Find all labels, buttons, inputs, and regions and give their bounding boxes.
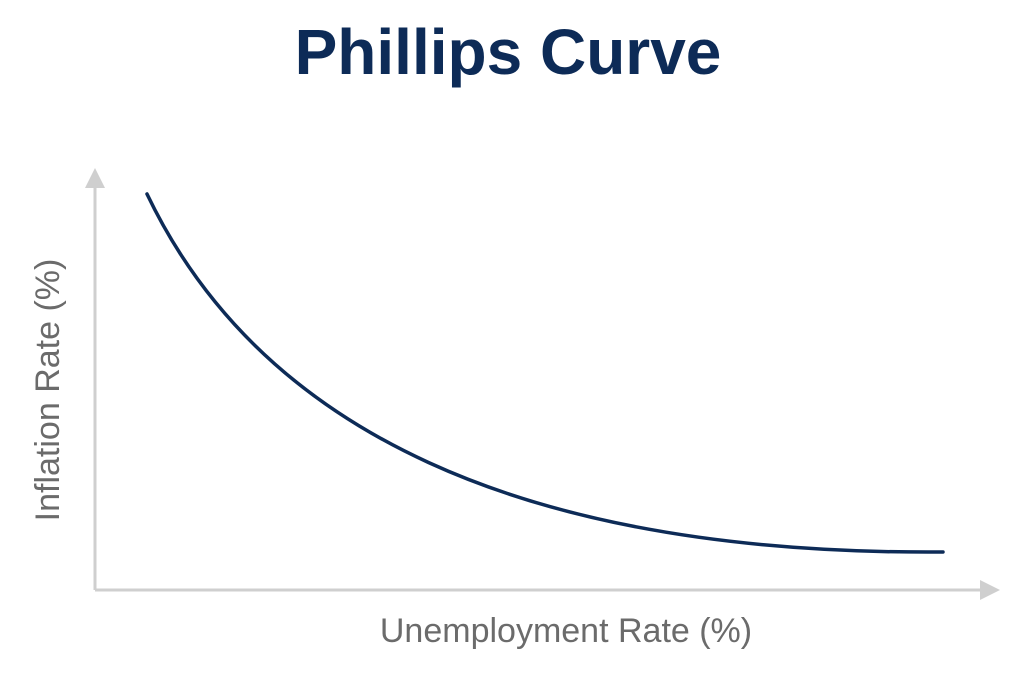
y-axis-label: Inflation Rate (%) [29, 259, 67, 522]
phillips-curve [145, 192, 945, 554]
title: Phillips Curve [295, 16, 722, 88]
y-axis-arrow [85, 168, 105, 188]
x-axis-label: Unemployment Rate (%) [380, 612, 752, 650]
x-axis-arrow [980, 580, 1000, 600]
